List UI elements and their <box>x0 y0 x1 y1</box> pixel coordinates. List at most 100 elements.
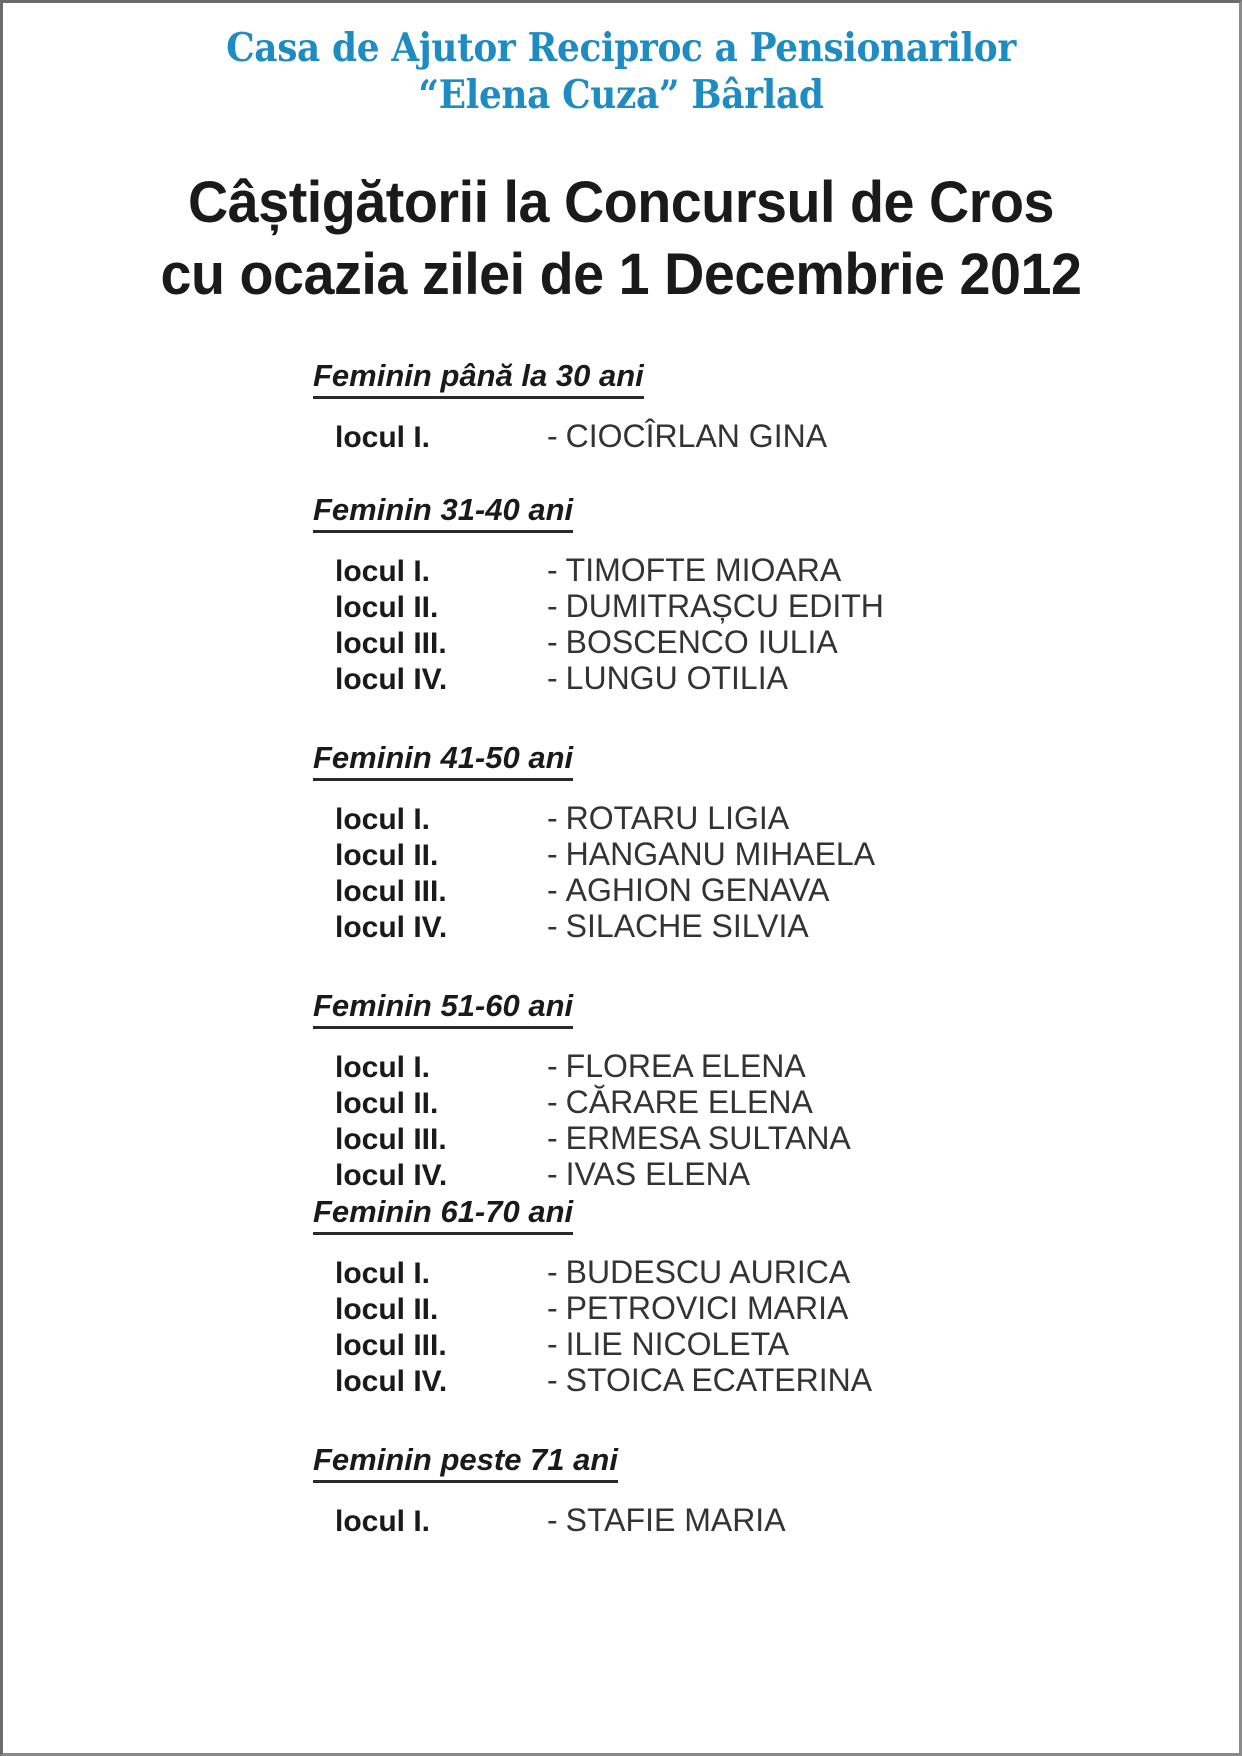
result-row: locul III. - ILIE NICOLETA <box>335 1327 1239 1363</box>
category-title: Feminin 31-40 ani <box>313 491 574 533</box>
result-dash: - <box>547 1048 558 1084</box>
result-participant-name: CĂRARE ELENA <box>565 1084 813 1120</box>
result-row: locul III. - ERMESA SULTANA <box>335 1121 1239 1157</box>
result-name: - FLOREA ELENA <box>547 1049 806 1084</box>
result-dash: - <box>547 552 558 588</box>
result-row: locul I. - STAFIE MARIA <box>335 1503 1239 1539</box>
result-participant-name: STAFIE MARIA <box>565 1502 786 1538</box>
result-dash: - <box>547 418 558 454</box>
result-name: - IVAS ELENA <box>547 1157 750 1192</box>
result-place: locul IV. <box>335 911 448 944</box>
result-dash: - <box>547 624 558 660</box>
result-name: - CIOCÎRLAN GINA <box>547 419 827 454</box>
category-title: Feminin 51-60 ani <box>313 987 574 1029</box>
result-dash: - <box>547 1362 558 1398</box>
result-participant-name: BOSCENCO IULIA <box>565 624 838 660</box>
category-title: Feminin 61-70 ani <box>313 1193 574 1235</box>
result-name: - STOICA ECATERINA <box>547 1363 872 1398</box>
result-dash: - <box>547 908 558 944</box>
result-row: locul IV. - IVAS ELENA <box>335 1157 1239 1193</box>
result-participant-name: IVAS ELENA <box>565 1156 751 1192</box>
category-title: Feminin 41-50 ani <box>313 739 574 781</box>
result-name: - ERMESA SULTANA <box>547 1121 851 1156</box>
result-participant-name: TIMOFTE MIOARA <box>565 552 842 588</box>
result-dash: - <box>547 660 558 696</box>
result-row: locul I. - CIOCÎRLAN GINA <box>335 419 1239 455</box>
result-row: locul I. - FLOREA ELENA <box>335 1049 1239 1085</box>
result-dash: - <box>547 800 558 836</box>
category-feminin-peste-71-ani: Feminin peste 71 ani locul I. - STAFIE MARI… <box>313 1441 1239 1539</box>
result-participant-name: PETROVICI MARIA <box>565 1290 849 1326</box>
result-place: locul I. <box>335 1257 431 1290</box>
result-place: locul I. <box>335 555 431 588</box>
result-place: locul III. <box>335 1329 447 1362</box>
result-place: locul I. <box>335 1505 431 1538</box>
result-place: locul IV. <box>335 663 448 696</box>
result-row: locul II. - HANGANU MIHAELA <box>335 837 1239 873</box>
result-place: locul II. <box>335 1087 439 1120</box>
result-row: locul II. - CĂRARE ELENA <box>335 1085 1239 1121</box>
result-name: - DUMITRAȘCU EDITH <box>547 589 884 624</box>
result-place: locul II. <box>335 1293 439 1326</box>
page-title-line-2: cu ocazia zilei de 1 Decembrie 2012 <box>160 242 1082 307</box>
category-title: Feminin până la 30 ani <box>313 357 644 399</box>
result-name: - ROTARU LIGIA <box>547 801 789 836</box>
result-participant-name: AGHION GENAVA <box>565 872 830 908</box>
result-place: locul I. <box>335 803 431 836</box>
result-participant-name: HANGANU MIHAELA <box>565 836 876 872</box>
result-row: locul IV. - STOICA ECATERINA <box>335 1363 1239 1399</box>
result-row: locul I. - ROTARU LIGIA <box>335 801 1239 837</box>
category-feminin-31-40-ani: Feminin 31-40 ani locul I. - TIMOFTE MIOARA… <box>313 491 1239 697</box>
result-place: locul II. <box>335 839 439 872</box>
result-name: - PETROVICI MARIA <box>547 1291 848 1326</box>
result-dash: - <box>547 872 558 908</box>
result-dash: - <box>547 1156 558 1192</box>
result-dash: - <box>547 1502 558 1538</box>
result-place: locul IV. <box>335 1159 448 1192</box>
result-name: - LUNGU OTILIA <box>547 661 788 696</box>
category-title: Feminin peste 71 ani <box>313 1441 618 1483</box>
result-name: - BUDESCU AURICA <box>547 1255 850 1290</box>
category-rows: locul I. - BUDESCU AURICA locul II. - PETROVI… <box>313 1255 1239 1399</box>
result-name: - BOSCENCO IULIA <box>547 625 838 660</box>
category-feminin-p-n-la-30-ani: Feminin până la 30 ani locul I. - CIOCÎRLAN… <box>313 357 1239 455</box>
result-row: locul II. - PETROVICI MARIA <box>335 1291 1239 1327</box>
result-place: locul III. <box>335 627 447 660</box>
category-rows: locul I. - CIOCÎRLAN GINA <box>313 419 1239 455</box>
result-name: - HANGANU MIHAELA <box>547 837 875 872</box>
result-row: locul III. - AGHION GENAVA <box>335 873 1239 909</box>
organization-header: Casa de Ajutor Reciproc a Pensionarilor … <box>3 3 1239 119</box>
category-feminin-61-70-ani: Feminin 61-70 ani locul I. - BUDESCU AURICA… <box>313 1193 1239 1399</box>
result-row: locul IV. - SILACHE SILVIA <box>335 909 1239 945</box>
result-participant-name: STOICA ECATERINA <box>565 1362 873 1398</box>
result-participant-name: FLOREA ELENA <box>565 1048 806 1084</box>
page-title: Câștigătorii la Concursul de Cros cu oca… <box>3 167 1239 311</box>
result-dash: - <box>547 1254 558 1290</box>
result-dash: - <box>547 1120 558 1156</box>
result-place: locul I. <box>335 421 431 454</box>
results-list: Feminin până la 30 ani locul I. - CIOCÎRLAN… <box>3 357 1239 1539</box>
result-row: locul I. - BUDESCU AURICA <box>335 1255 1239 1291</box>
result-participant-name: BUDESCU AURICA <box>565 1254 851 1290</box>
category-feminin-41-50-ani: Feminin 41-50 ani locul I. - ROTARU LIGIA lo… <box>313 739 1239 945</box>
result-dash: - <box>547 588 558 624</box>
result-name: - TIMOFTE MIOARA <box>547 553 841 588</box>
result-participant-name: DUMITRAȘCU EDITH <box>565 588 884 624</box>
result-name: - CĂRARE ELENA <box>547 1085 813 1120</box>
result-name: - ILIE NICOLETA <box>547 1327 789 1362</box>
result-dash: - <box>547 1290 558 1326</box>
category-rows: locul I. - TIMOFTE MIOARA locul II. - DUMITRA… <box>313 553 1239 697</box>
result-name: - AGHION GENAVA <box>547 873 829 908</box>
category-rows: locul I. - ROTARU LIGIA locul II. - HANGANU M… <box>313 801 1239 945</box>
result-place: locul II. <box>335 591 439 624</box>
result-participant-name: SILACHE SILVIA <box>565 908 809 944</box>
result-row: locul I. - TIMOFTE MIOARA <box>335 553 1239 589</box>
page-title-line-1: Câștigătorii la Concursul de Cros <box>188 170 1054 235</box>
result-row: locul IV. - LUNGU OTILIA <box>335 661 1239 697</box>
category-rows: locul I. - STAFIE MARIA <box>313 1503 1239 1539</box>
result-name: - SILACHE SILVIA <box>547 909 809 944</box>
category-feminin-51-60-ani: Feminin 51-60 ani locul I. - FLOREA ELENA lo… <box>313 987 1239 1193</box>
result-participant-name: LUNGU OTILIA <box>565 660 788 696</box>
result-place: locul III. <box>335 875 447 908</box>
